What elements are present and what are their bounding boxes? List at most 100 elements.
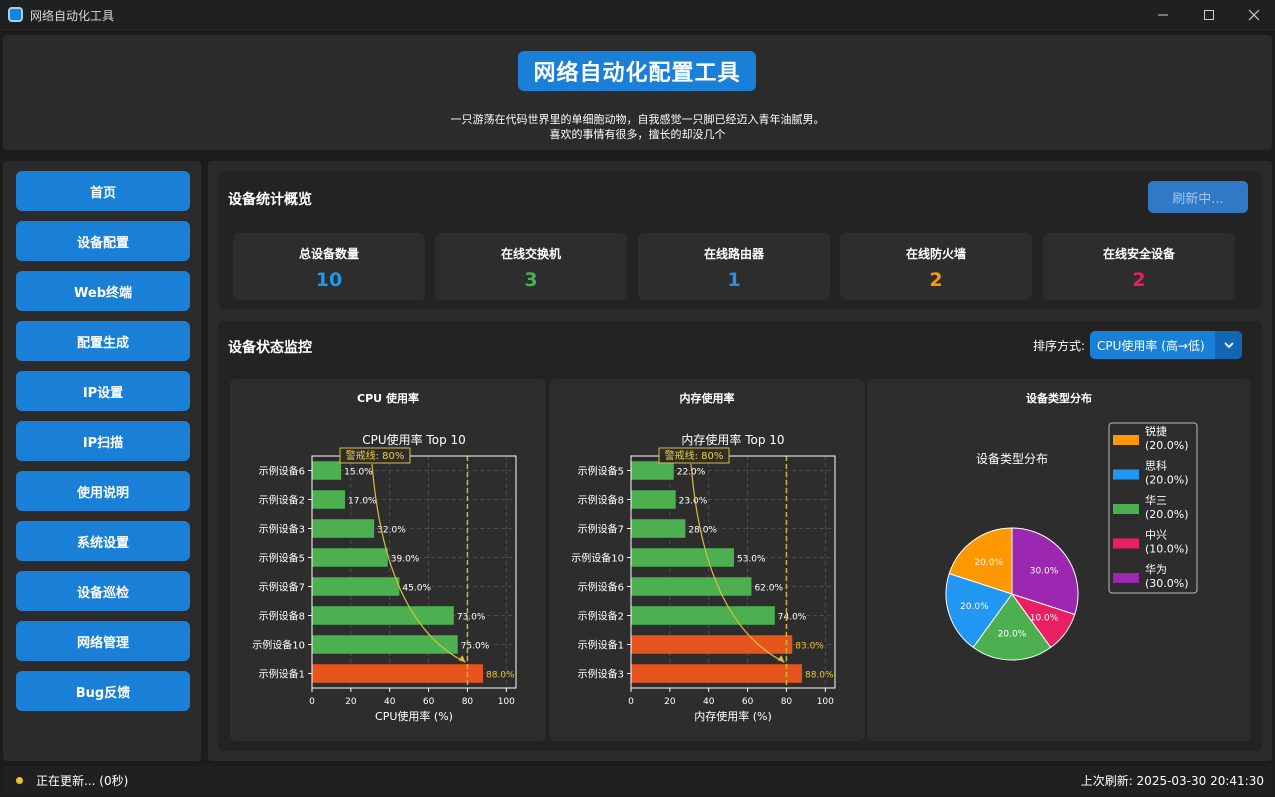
pie-slice-锐捷 <box>948 527 1013 595</box>
sidebar-item-home[interactable]: 首页 <box>16 171 190 211</box>
y-tick-label: 示例设备7 <box>578 523 624 536</box>
y-tick-label: 示例设备10 <box>571 552 624 565</box>
minimize-button[interactable] <box>1140 0 1186 30</box>
bar-value-label: 28.0% <box>688 526 717 536</box>
header-banner: 网络自动化配置工具 一只游荡在代码世界里的单细胞动物，自我感觉一只脚已经迈入青年… <box>3 35 1272 150</box>
cpu-usage-chart: CPU使用率 Top 10 0 20 40 60 80 100 示例设备6 15.0% 示例设备2… <box>252 432 517 723</box>
legend-swatch <box>1113 435 1139 445</box>
threshold-arrow-head <box>458 655 466 663</box>
legend-label: 锐捷 <box>1145 424 1167 438</box>
maximize-button[interactable] <box>1186 0 1232 30</box>
bar-value-label: 83.0% <box>795 642 824 652</box>
legend-percent: (10.0%) <box>1145 543 1189 556</box>
memory-chart-card: 内存使用率 内存使用率 Top 10 0 20 40 60 80 100 示例设备5 22.0%… <box>549 379 865 741</box>
bar-示例设备7 <box>631 519 686 538</box>
x-tick-label: 60 <box>423 697 435 707</box>
cpu-chart-card: CPU 使用率 CPU使用率 Top 10 0 20 40 60 80 100 示例设备6 15… <box>230 379 546 741</box>
close-icon <box>1248 9 1260 21</box>
y-tick-label: 示例设备6 <box>578 581 624 594</box>
bar-value-label: 88.0% <box>805 671 834 681</box>
sidebar-item-ip-settings[interactable]: IP设置 <box>16 371 190 411</box>
legend-swatch <box>1113 573 1139 583</box>
legend-percent: (20.0%) <box>1145 474 1189 487</box>
stat-card-total-devices: 总设备数量 10 <box>233 233 425 300</box>
chart-title: 内存使用率 Top 10 <box>681 432 784 447</box>
x-tick-label: 0 <box>628 697 634 707</box>
sidebar-item-config-generate[interactable]: 配置生成 <box>16 321 190 361</box>
bar-value-label: 17.0% <box>348 497 377 507</box>
sort-dropdown-button[interactable] <box>1215 331 1242 359</box>
stats-overview-panel: 设备统计概览 刷新中... 总设备数量 10 在线交换机 3 在线路由器 1 在… <box>218 171 1262 310</box>
bar-示例设备7 <box>312 577 400 596</box>
y-tick-label: 示例设备7 <box>259 581 305 594</box>
bar-value-label: 15.0% <box>344 468 373 478</box>
stat-value: 1 <box>727 269 741 291</box>
stat-card-online-switches: 在线交换机 3 <box>435 233 627 300</box>
y-tick-label: 示例设备5 <box>578 465 624 478</box>
sort-selected-value: CPU使用率 (高→低) <box>1097 339 1205 353</box>
legend-label: 华三 <box>1145 493 1167 507</box>
refresh-button[interactable]: 刷新中... <box>1148 181 1248 213</box>
pie-slice-label: 20.0% <box>998 630 1027 640</box>
legend-label: 中兴 <box>1145 529 1167 542</box>
legend-percent: (20.0%) <box>1145 508 1189 521</box>
bar-示例设备5 <box>312 548 388 567</box>
x-axis-label: CPU使用率 (%) <box>375 709 453 723</box>
y-tick-label: 示例设备8 <box>578 494 624 507</box>
last-refresh-time: 上次刷新: 2025-03-30 20:41:30 <box>1080 774 1264 788</box>
x-tick-label: 100 <box>817 697 834 707</box>
bar-示例设备3 <box>312 519 375 538</box>
x-tick-label: 100 <box>498 697 515 707</box>
device-monitor-panel: 设备状态监控 排序方式: CPU使用率 (高→低) CPU 使用率 CPU使用率… <box>218 321 1262 751</box>
stat-card-online-firewalls: 在线防火墙 2 <box>840 233 1032 300</box>
sidebar-item-web-terminal[interactable]: Web终端 <box>16 271 190 311</box>
bar-示例设备8 <box>631 490 676 509</box>
y-tick-label: 示例设备3 <box>259 523 305 536</box>
bar-示例设备10 <box>312 635 458 654</box>
stat-label: 总设备数量 <box>298 247 359 261</box>
sidebar-item-device-config[interactable]: 设备配置 <box>16 221 190 261</box>
sidebar-item-device-inspection[interactable]: 设备巡检 <box>16 571 190 611</box>
sidebar-item-usage-guide[interactable]: 使用说明 <box>16 471 190 511</box>
device-type-card-title: 设备类型分布 <box>1026 392 1092 405</box>
pie-slice-华三 <box>972 593 1052 661</box>
bar-value-label: 62.0% <box>754 584 783 594</box>
legend-swatch <box>1113 538 1139 549</box>
y-tick-label: 示例设备1 <box>259 668 305 681</box>
sidebar: 首页 设备配置 Web终端 配置生成 IP设置 IP扫描 使用说明 系统设置 设… <box>3 161 201 761</box>
sidebar-item-system-settings[interactable]: 系统设置 <box>16 521 190 561</box>
close-button[interactable] <box>1231 0 1275 30</box>
pie-slice-label: 20.0% <box>974 558 1003 568</box>
memory-card-title: 内存使用率 <box>679 392 735 405</box>
chevron-down-icon <box>1223 341 1234 348</box>
status-indicator-icon <box>16 777 23 784</box>
sidebar-item-bug-feedback[interactable]: Bug反馈 <box>16 671 190 711</box>
stat-label: 在线防火墙 <box>905 247 966 261</box>
pie-slice-label: 10.0% <box>1030 613 1059 623</box>
header-subtitle-line1: 一只游荡在代码世界里的单细胞动物，自我感觉一只脚已经迈入青年油腻男。 <box>450 113 825 126</box>
pie-slice-label: 20.0% <box>960 602 989 612</box>
plot-frame <box>311 455 517 689</box>
stats-title: 设备统计概览 <box>228 192 312 208</box>
bar-示例设备2 <box>631 606 775 625</box>
bar-value-label: 39.0% <box>391 555 420 565</box>
y-tick-label: 示例设备2 <box>259 494 305 507</box>
y-tick-label: 示例设备5 <box>259 552 305 565</box>
bar-示例设备6 <box>312 461 342 480</box>
title-bar: 网络自动化工具 <box>0 0 1275 30</box>
stat-value: 3 <box>524 269 538 291</box>
pie-slice-label: 30.0% <box>1030 567 1059 577</box>
threshold-arrow-head <box>777 655 785 663</box>
stat-card-online-security-devices: 在线安全设备 2 <box>1043 233 1235 300</box>
x-axis-label: 内存使用率 (%) <box>694 709 772 723</box>
sort-select[interactable]: CPU使用率 (高→低) <box>1090 331 1242 359</box>
y-tick-label: 示例设备2 <box>578 610 624 623</box>
monitor-title: 设备状态监控 <box>228 340 312 356</box>
status-bar: 正在更新... (0秒) 上次刷新: 2025-03-30 20:41:30 <box>3 766 1272 794</box>
chart-title: CPU使用率 Top 10 <box>362 432 466 447</box>
window-title: 网络自动化工具 <box>30 9 115 23</box>
sidebar-item-ip-scan[interactable]: IP扫描 <box>16 421 190 461</box>
x-tick-label: 40 <box>703 697 715 707</box>
sidebar-item-network-management[interactable]: 网络管理 <box>16 621 190 661</box>
